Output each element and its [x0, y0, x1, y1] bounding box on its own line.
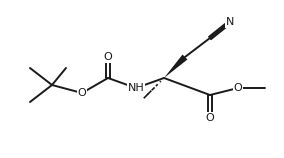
Text: N: N — [226, 17, 234, 27]
Text: O: O — [206, 113, 214, 123]
Text: O: O — [234, 83, 242, 93]
Text: NH: NH — [128, 83, 144, 93]
Text: O: O — [78, 88, 86, 98]
Polygon shape — [164, 55, 187, 78]
Text: O: O — [104, 52, 112, 62]
